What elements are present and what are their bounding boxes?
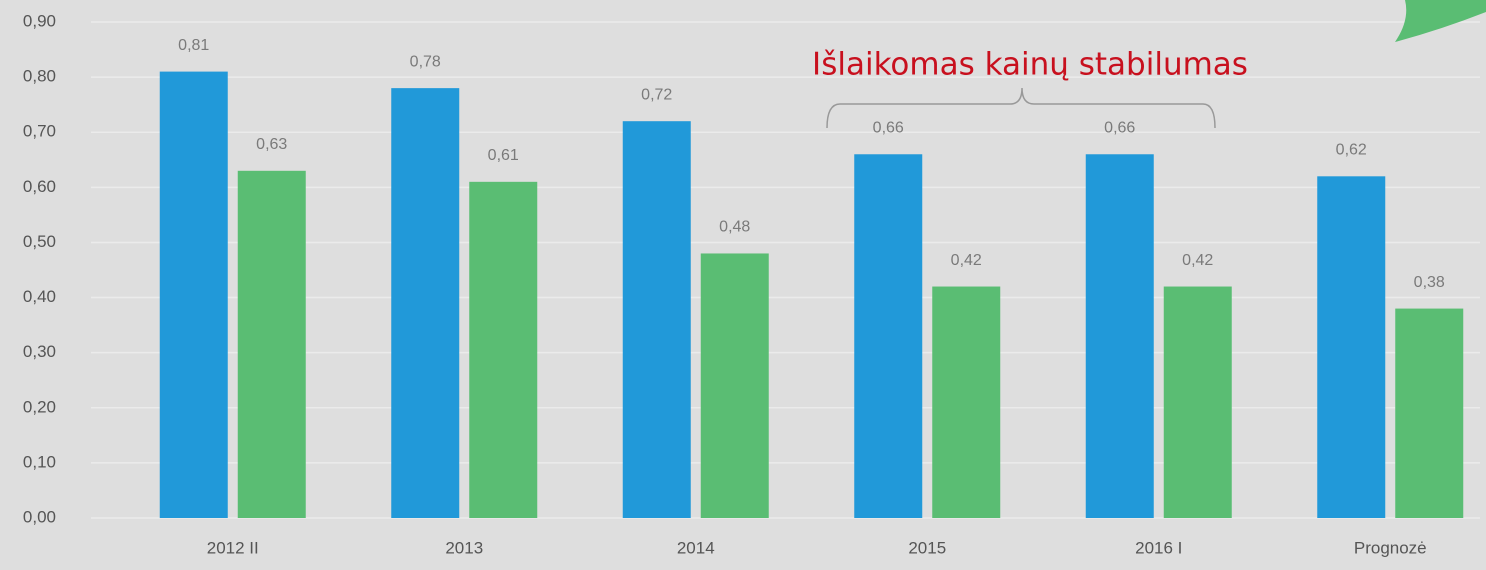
y-tick-label: 0,20	[23, 397, 56, 416]
brace	[826, 87, 1216, 129]
decoration	[1395, 0, 1486, 42]
y-tick-label: 0,70	[23, 122, 56, 141]
bar	[469, 181, 538, 519]
value-label: 0,72	[641, 86, 672, 103]
value-label: 0,78	[410, 53, 441, 70]
x-tick-label: 2014	[677, 538, 715, 557]
bar	[237, 170, 306, 519]
y-tick-label: 0,80	[23, 67, 56, 86]
y-tick-label: 0,30	[23, 342, 56, 361]
value-label: 0,81	[178, 37, 209, 54]
bar	[622, 121, 691, 518]
value-label: 0,38	[1414, 274, 1445, 291]
x-tick-label: 2015	[908, 538, 946, 557]
bar	[391, 88, 460, 518]
bar	[159, 71, 228, 518]
y-tick-label: 0,50	[23, 232, 56, 251]
bar	[854, 154, 923, 518]
value-label: 0,48	[719, 219, 750, 236]
value-label: 0,62	[1336, 142, 1367, 159]
x-tick-label: 2013	[445, 538, 483, 557]
value-label: 0,66	[1104, 119, 1135, 136]
y-tick-label: 0,40	[23, 287, 56, 306]
value-label: 0,42	[951, 252, 982, 269]
bar	[1085, 154, 1154, 518]
bar	[1395, 308, 1464, 518]
annotation: Išlaikomas kainų stabilumas	[812, 47, 1248, 83]
x-tick-label: 2012 II	[207, 538, 259, 557]
value-label: 0,66	[873, 119, 904, 136]
value-label: 0,61	[488, 147, 519, 164]
y-tick-label: 0,60	[23, 177, 56, 196]
x-tick-label: Prognozė	[1354, 538, 1427, 557]
bar	[700, 253, 769, 518]
y-tick-label: 0,00	[23, 507, 56, 526]
y-tick-label: 0,10	[23, 452, 56, 471]
bar	[1163, 286, 1232, 518]
value-label: 0,42	[1182, 252, 1213, 269]
x-tick-label: 2016 I	[1135, 538, 1182, 557]
value-label: 0,63	[256, 136, 287, 153]
bar	[932, 286, 1001, 518]
y-tick-label: 0,90	[23, 11, 56, 30]
bar	[1317, 176, 1386, 519]
